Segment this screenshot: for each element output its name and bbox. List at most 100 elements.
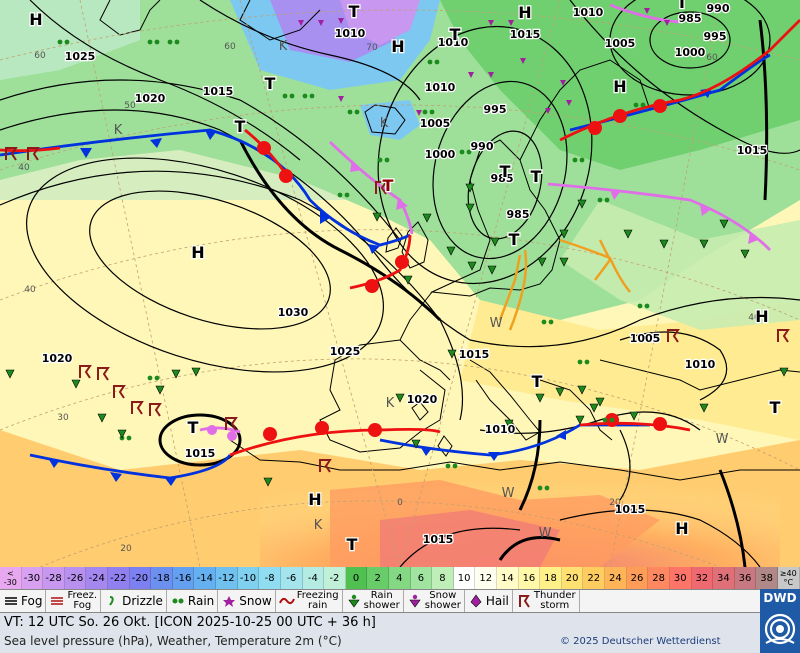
dwd-logo: DWD xyxy=(760,589,800,653)
temperature-scale-cell: -10 xyxy=(237,567,260,589)
thunderstorm-icon xyxy=(516,593,532,609)
legend-label-line1: Snow xyxy=(239,594,272,608)
temperature-scale: < -30 -30 -28 -26 -24 -22 -20 -18 -16 -14 -12 -10 -8… xyxy=(0,567,800,589)
dwd-logo-text: DWD xyxy=(763,591,797,605)
legend-item-snow: Snow xyxy=(218,590,276,612)
temperature-scale-cell: 2 xyxy=(367,567,389,589)
temperature-scale-cell: 34 xyxy=(713,567,735,589)
air-mass-marker: W xyxy=(716,432,729,447)
high-pressure-marker: H xyxy=(391,37,404,56)
temperature-scale-cell: -26 xyxy=(64,567,87,589)
dwd-swirl-icon xyxy=(764,613,796,645)
isobar-label: 1000 xyxy=(675,46,706,59)
isobar-label: 995 xyxy=(704,30,727,43)
isobar-label: 1025 xyxy=(330,345,361,358)
high-pressure-marker: H xyxy=(675,519,688,538)
legend-label-line1: Rain xyxy=(370,590,393,601)
isobar-label: 1005 xyxy=(605,37,636,50)
legend-item-fog: Fog xyxy=(0,590,47,612)
temperature-scale-cell: -12 xyxy=(216,567,238,589)
isobar-label: 1010 xyxy=(685,358,716,371)
low-pressure-marker: T xyxy=(347,535,358,554)
snow-shower-icon xyxy=(407,593,423,609)
temperature-scale-cell: 30 xyxy=(669,567,692,589)
copyright: © 2025 Deutscher Wetterdienst xyxy=(560,636,721,647)
legend-label-line1: Fog xyxy=(21,594,43,608)
high-pressure-marker: H xyxy=(613,77,626,96)
isobar-label: 1010 xyxy=(425,81,456,94)
low-pressure-marker: T xyxy=(188,418,199,437)
air-mass-marker: W xyxy=(490,316,503,331)
rain-icon xyxy=(170,593,186,609)
temperature-scale-cell: 18 xyxy=(540,567,562,589)
rain-symbols xyxy=(57,39,650,491)
legend-item-thunderstorm: Thunder storm xyxy=(513,590,580,612)
shower-symbols xyxy=(5,183,789,487)
grid-label: 70 xyxy=(366,43,378,53)
air-mass-marker: K xyxy=(314,518,323,533)
legend-label-line1: Hail xyxy=(485,594,509,608)
temperature-scale-cell: -6 xyxy=(280,567,303,589)
temperature-scale-cell: 12 xyxy=(475,567,498,589)
occluded-front-marks xyxy=(207,160,758,441)
temperature-scale-cell: 36 xyxy=(734,567,757,589)
map-description: Sea level pressure (hPa), Weather, Tempe… xyxy=(4,634,342,648)
temperature-scale-cell: 10 xyxy=(453,567,476,589)
temperature-scale-cell: -30 xyxy=(21,567,44,589)
high-pressure-marker: H xyxy=(755,307,768,326)
temperature-scale-cell: -28 xyxy=(43,567,65,589)
isobar-label: 1010 xyxy=(335,27,366,40)
legend-label: Thunder storm xyxy=(534,591,576,611)
temperature-scale-cell: -8 xyxy=(259,567,281,589)
low-pressure-marker: T xyxy=(349,2,360,21)
thunderstorm-symbols xyxy=(5,147,790,473)
legend-item-rain: Rain xyxy=(167,590,219,612)
rain-shower-icon xyxy=(346,593,362,609)
low-pressure-marker: T xyxy=(265,74,276,93)
isobar-label: 1020 xyxy=(135,92,166,105)
isobar-label: 1010 xyxy=(573,6,604,19)
isobar-label: 1025 xyxy=(65,50,96,63)
high-pressure-marker: H xyxy=(29,10,42,29)
low-pressure-marker: T xyxy=(235,117,246,136)
grid-label: 40 xyxy=(24,285,36,295)
temperature-scale-cell: 22 xyxy=(583,567,606,589)
temperature-scale-cell: -22 xyxy=(108,567,130,589)
footer: VT: 12 UTC So. 26 Okt. [ICON 2025-10-25 … xyxy=(0,613,760,653)
hail-icon xyxy=(468,593,484,609)
valid-time: VT: 12 UTC So. 26 Okt. [ICON 2025-10-25 … xyxy=(4,615,376,630)
legend-label: Rain xyxy=(188,595,214,607)
coastlines xyxy=(99,0,800,481)
legend-label: Freez. Fog xyxy=(67,591,97,611)
air-mass-marker: K xyxy=(386,396,395,411)
cold-front-triangles xyxy=(48,88,712,486)
air-mass-marker: K xyxy=(380,116,389,131)
weather-legend: Fog Freez. Fog Drizzle Rain Snow Freezing rain R… xyxy=(0,589,760,613)
pressure-labels: 1025 1020 1015 1010 1010 1015 1010 1005 985 990 99… xyxy=(40,1,768,548)
isobar-label: 1010 xyxy=(438,36,469,49)
low-pressure-marker: T xyxy=(509,230,520,249)
legend-label-line2: rain xyxy=(307,600,328,611)
legend-item-freezing-fog: Freez. Fog xyxy=(46,590,102,612)
temperature-scale-cell: 8 xyxy=(432,567,454,589)
temperature-scale-cell: 32 xyxy=(691,567,714,589)
low-pressure-marker: T xyxy=(450,25,461,44)
legend-item-snow-shower: Snow shower xyxy=(404,590,465,612)
temperature-scale-cell: -18 xyxy=(151,567,173,589)
grid-label: 60 xyxy=(706,53,718,63)
air-mass-marker: W xyxy=(539,526,552,541)
isobar-label: 985 xyxy=(679,12,702,25)
temperature-scale-cell: -20 xyxy=(129,567,152,589)
legend-label: Hail xyxy=(485,594,509,608)
grid-label: 30 xyxy=(57,413,69,423)
isobar-label: 1010 xyxy=(485,423,516,436)
isobar-label: 1015 xyxy=(615,503,646,516)
grid-label: 60 xyxy=(34,51,46,61)
temperature-scale-cell: 38 xyxy=(756,567,778,589)
grid-label: 20 xyxy=(120,544,132,554)
legend-label-line1: Freezing xyxy=(296,590,339,601)
isobar-label: 1030 xyxy=(278,306,309,319)
air-mass-marker: K xyxy=(114,123,123,138)
